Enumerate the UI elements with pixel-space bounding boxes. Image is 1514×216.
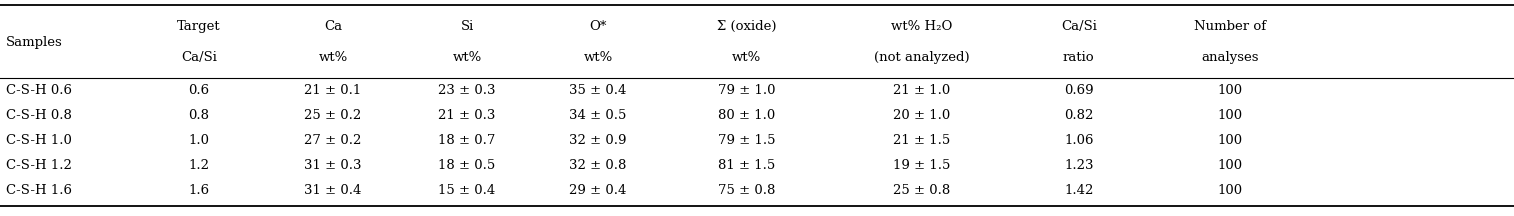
Text: 80 ± 1.0: 80 ± 1.0 [718, 109, 775, 122]
Text: Ca/Si: Ca/Si [1061, 20, 1096, 33]
Text: Ca/Si: Ca/Si [182, 51, 217, 64]
Text: 20 ± 1.0: 20 ± 1.0 [893, 109, 951, 122]
Text: 0.69: 0.69 [1064, 84, 1093, 97]
Text: 100: 100 [1217, 159, 1243, 172]
Text: 21 ± 1.0: 21 ± 1.0 [893, 84, 951, 97]
Text: 25 ± 0.8: 25 ± 0.8 [893, 184, 951, 197]
Text: wt%: wt% [583, 51, 613, 64]
Text: (not analyzed): (not analyzed) [874, 51, 970, 64]
Text: 35 ± 0.4: 35 ± 0.4 [569, 84, 627, 97]
Text: 25 ± 0.2: 25 ± 0.2 [304, 109, 362, 122]
Text: 79 ± 1.5: 79 ± 1.5 [718, 134, 775, 147]
Text: 31 ± 0.4: 31 ± 0.4 [304, 184, 362, 197]
Text: 31 ± 0.3: 31 ± 0.3 [304, 159, 362, 172]
Text: C-S-H 1.6: C-S-H 1.6 [6, 184, 73, 197]
Text: 100: 100 [1217, 134, 1243, 147]
Text: wt%: wt% [453, 51, 481, 64]
Text: 1.0: 1.0 [189, 134, 209, 147]
Text: 0.8: 0.8 [189, 109, 209, 122]
Text: 1.23: 1.23 [1064, 159, 1093, 172]
Text: 21 ± 0.3: 21 ± 0.3 [439, 109, 495, 122]
Text: 1.42: 1.42 [1064, 184, 1093, 197]
Text: 100: 100 [1217, 184, 1243, 197]
Text: Number of: Number of [1195, 20, 1266, 33]
Text: 79 ± 1.0: 79 ± 1.0 [718, 84, 775, 97]
Text: 0.82: 0.82 [1064, 109, 1093, 122]
Text: Si: Si [460, 20, 474, 33]
Text: 27 ± 0.2: 27 ± 0.2 [304, 134, 362, 147]
Text: Samples: Samples [6, 36, 62, 49]
Text: C-S-H 1.2: C-S-H 1.2 [6, 159, 73, 172]
Text: 29 ± 0.4: 29 ± 0.4 [569, 184, 627, 197]
Text: 15 ± 0.4: 15 ± 0.4 [439, 184, 495, 197]
Text: Σ (oxide): Σ (oxide) [716, 20, 777, 33]
Text: C-S-H 1.0: C-S-H 1.0 [6, 134, 73, 147]
Text: O*: O* [589, 20, 607, 33]
Text: 1.06: 1.06 [1064, 134, 1093, 147]
Text: 21 ± 0.1: 21 ± 0.1 [304, 84, 362, 97]
Text: 1.6: 1.6 [189, 184, 209, 197]
Text: wt% H₂O: wt% H₂O [892, 20, 952, 33]
Text: 32 ± 0.9: 32 ± 0.9 [569, 134, 627, 147]
Text: analyses: analyses [1202, 51, 1258, 64]
Text: Target: Target [177, 20, 221, 33]
Text: 0.6: 0.6 [189, 84, 209, 97]
Text: 1.2: 1.2 [189, 159, 209, 172]
Text: C-S-H 0.8: C-S-H 0.8 [6, 109, 73, 122]
Text: 21 ± 1.5: 21 ± 1.5 [893, 134, 951, 147]
Text: 32 ± 0.8: 32 ± 0.8 [569, 159, 627, 172]
Text: Ca: Ca [324, 20, 342, 33]
Text: 34 ± 0.5: 34 ± 0.5 [569, 109, 627, 122]
Text: 23 ± 0.3: 23 ± 0.3 [439, 84, 495, 97]
Text: 18 ± 0.7: 18 ± 0.7 [439, 134, 495, 147]
Text: 19 ± 1.5: 19 ± 1.5 [893, 159, 951, 172]
Text: wt%: wt% [731, 51, 762, 64]
Text: 81 ± 1.5: 81 ± 1.5 [718, 159, 775, 172]
Text: 75 ± 0.8: 75 ± 0.8 [718, 184, 775, 197]
Text: C-S-H 0.6: C-S-H 0.6 [6, 84, 73, 97]
Text: 100: 100 [1217, 84, 1243, 97]
Text: wt%: wt% [318, 51, 348, 64]
Text: ratio: ratio [1063, 51, 1095, 64]
Text: 100: 100 [1217, 109, 1243, 122]
Text: 18 ± 0.5: 18 ± 0.5 [439, 159, 495, 172]
